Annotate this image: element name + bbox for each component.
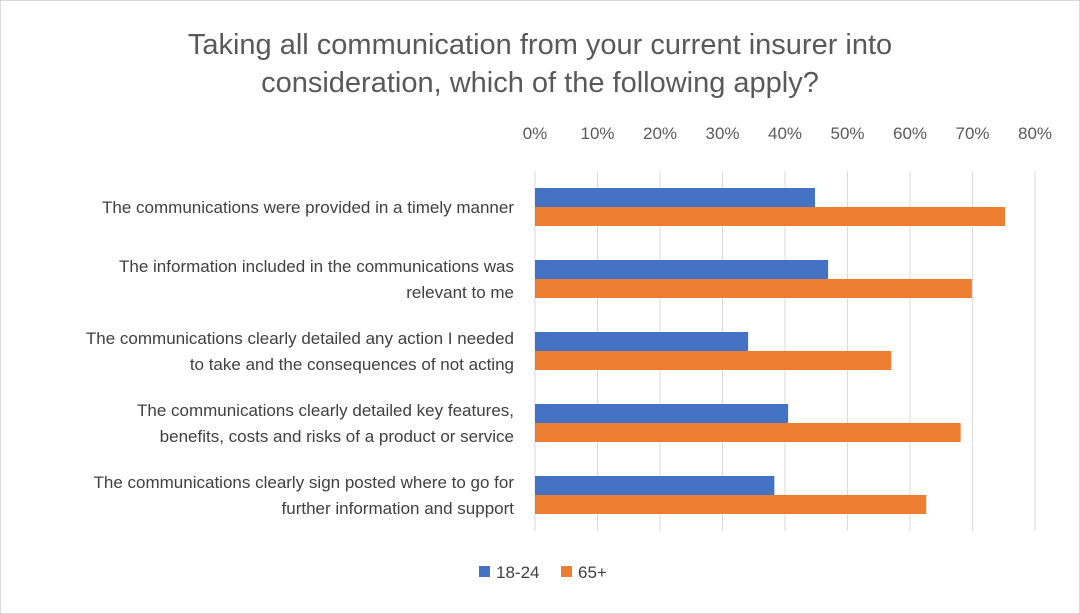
x-tick-label: 20% [643, 124, 677, 143]
category-labels: The communications were provided in a ti… [86, 198, 514, 518]
category-label: The communications clearly detailed any … [86, 329, 514, 374]
legend-swatch [479, 566, 490, 577]
bar-65- [535, 423, 961, 442]
category-label: The communications clearly detailed key … [137, 401, 514, 446]
chart-title: Taking all communication from your curre… [188, 29, 892, 99]
x-tick-label: 70% [955, 124, 989, 143]
x-tick-label: 80% [1018, 124, 1052, 143]
bar-65- [535, 279, 972, 298]
x-axis-ticks: 0% 10% 20% 30% 40% 50% 60% 70% 80% [523, 124, 1052, 143]
x-tick-label: 0% [523, 124, 548, 143]
bar-18-24 [535, 476, 775, 495]
x-tick-label: 10% [580, 124, 614, 143]
category-label: The information included in the communic… [119, 257, 514, 302]
category-label: The communications were provided in a ti… [102, 198, 514, 217]
chart-title-line: Taking all communication from your curre… [188, 29, 892, 61]
x-tick-label: 60% [893, 124, 927, 143]
legend-label: 18-24 [496, 563, 539, 582]
bar-65- [535, 351, 892, 370]
chart-title-line: consideration, which of the following ap… [261, 67, 819, 99]
bar-18-24 [535, 404, 789, 423]
category-label: The communications clearly sign posted w… [94, 473, 515, 518]
x-tick-label: 30% [705, 124, 739, 143]
x-tick-label: 40% [768, 124, 802, 143]
legend-swatch [561, 566, 572, 577]
bar-65- [535, 207, 1005, 226]
bar-18-24 [535, 188, 815, 207]
bar-18-24 [535, 260, 829, 279]
legend: 18-24 65+ [479, 563, 607, 582]
bars [535, 188, 1005, 514]
legend-label: 65+ [578, 563, 607, 582]
bar-65- [535, 495, 927, 514]
bar-18-24 [535, 332, 749, 351]
x-tick-label: 50% [830, 124, 864, 143]
